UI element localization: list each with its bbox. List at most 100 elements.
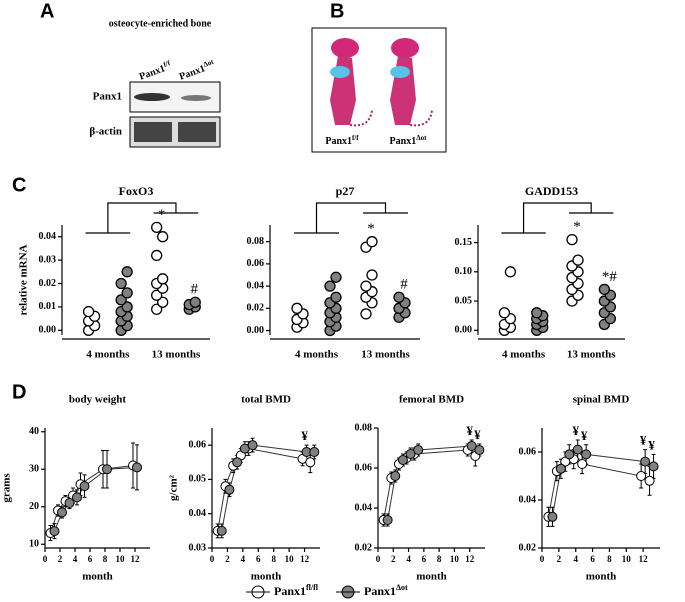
data-point (151, 249, 163, 262)
band (181, 95, 211, 101)
data-point (121, 301, 133, 313)
y-tick-label: 0.04 (39, 231, 57, 242)
x-tick-label: 4 months (502, 349, 546, 361)
x-tick-label: 4 (573, 554, 578, 564)
data-point (531, 307, 543, 319)
x-tick-label: 10 (622, 554, 632, 564)
data-point (498, 307, 511, 319)
data-point (82, 305, 95, 318)
x-tick-label: 12 (639, 554, 649, 564)
y-tick-label: 0.08 (355, 422, 373, 433)
y-tick-label: 0.02 (519, 542, 537, 553)
data-point (504, 266, 517, 278)
skeleton (390, 38, 433, 127)
data-point (390, 471, 401, 481)
skeleton-label: Panx1Δot (390, 134, 428, 148)
data-point (79, 481, 90, 492)
x-tick-label: 4 (406, 554, 411, 564)
x-tick-label: 6 (590, 554, 595, 564)
data-point (157, 231, 169, 243)
band (178, 122, 216, 142)
y-tick-label: 0.06 (247, 258, 265, 269)
x-axis-label: month (416, 571, 447, 583)
data-point (189, 296, 201, 308)
data-point (224, 484, 235, 495)
data-point (413, 445, 424, 455)
y-tick-label: 0.04 (519, 494, 537, 505)
panel-letter: C (12, 174, 26, 196)
x-tick-label: 0 (540, 554, 545, 564)
y-tick-label: 0.00 (39, 325, 57, 336)
annotation: # (190, 282, 198, 298)
data-point (64, 498, 75, 508)
bracket (294, 202, 408, 234)
data-point (151, 303, 163, 315)
x-tick-label: 8 (437, 554, 442, 564)
lane-label: Panx1f/f (137, 59, 174, 83)
y-tick-label: 10 (29, 539, 39, 550)
x-tick-label: 2 (225, 554, 230, 564)
x-tick-label: 6 (256, 554, 261, 564)
data-point (72, 492, 82, 503)
x-tick-label: 6 (88, 554, 93, 564)
y-tick-label: 0.08 (247, 236, 265, 247)
y-tick-label: 0.06 (355, 462, 373, 473)
bracket (501, 202, 614, 234)
data-point (121, 287, 133, 299)
chart-title: femoral BMD (399, 394, 464, 406)
x-tick-label: 8 (607, 554, 612, 564)
data-point (360, 308, 372, 320)
data-point (474, 445, 485, 455)
x-tick-label: 4 (241, 554, 246, 564)
y-tick-label: 40 (29, 426, 39, 437)
data-point (57, 507, 67, 518)
x-tick-label: 12 (300, 554, 310, 564)
data-point (309, 447, 320, 457)
x-tick-label: 4 months (295, 349, 339, 361)
data-point (132, 462, 142, 473)
data-point (216, 525, 227, 536)
y-tick-label: 0.01 (39, 301, 57, 312)
x-tick-label: 12 (465, 554, 475, 564)
data-point (640, 456, 651, 467)
data-point (102, 464, 112, 475)
y-tick-label: 0.03 (39, 254, 57, 265)
y-tick-label: 0.03 (189, 542, 207, 553)
annotation: * (573, 219, 581, 235)
data-point (572, 254, 584, 266)
y-tick-label: 0.00 (455, 325, 473, 336)
data-point (547, 511, 558, 522)
data-point (466, 441, 477, 451)
skeleton (330, 38, 373, 127)
x-tick-label: 8 (103, 554, 108, 564)
x-tick-label: 10 (285, 554, 295, 564)
data-point (151, 289, 163, 301)
data-point (330, 291, 342, 303)
data-point (49, 526, 60, 537)
data-point (157, 273, 169, 285)
data-point (405, 449, 416, 459)
annotation: * (367, 221, 375, 237)
data-point (566, 233, 578, 246)
chart-title: spinal BMD (573, 394, 630, 406)
annotation: ¥ (572, 423, 579, 438)
y-axis-label: g/cm² (168, 474, 180, 501)
data-point (555, 463, 566, 474)
annotation: *# (602, 269, 618, 285)
y-tick-label: 30 (29, 464, 39, 475)
chart-title: p27 (336, 184, 355, 198)
x-tick-label: 13 months (152, 349, 201, 361)
annotation: * (158, 207, 166, 223)
x-tick-label: 10 (450, 554, 460, 564)
bracket (85, 202, 199, 234)
y-tick-label: 0.04 (247, 280, 265, 291)
data-point (151, 221, 163, 233)
x-tick-label: 2 (58, 554, 63, 564)
data-point (644, 475, 655, 486)
chart-title: body weight (69, 394, 126, 406)
band (134, 122, 172, 142)
y-tick-label: 0.04 (355, 502, 373, 513)
x-tick-label: 6 (422, 554, 427, 564)
row-label: Panx1 (93, 91, 122, 103)
